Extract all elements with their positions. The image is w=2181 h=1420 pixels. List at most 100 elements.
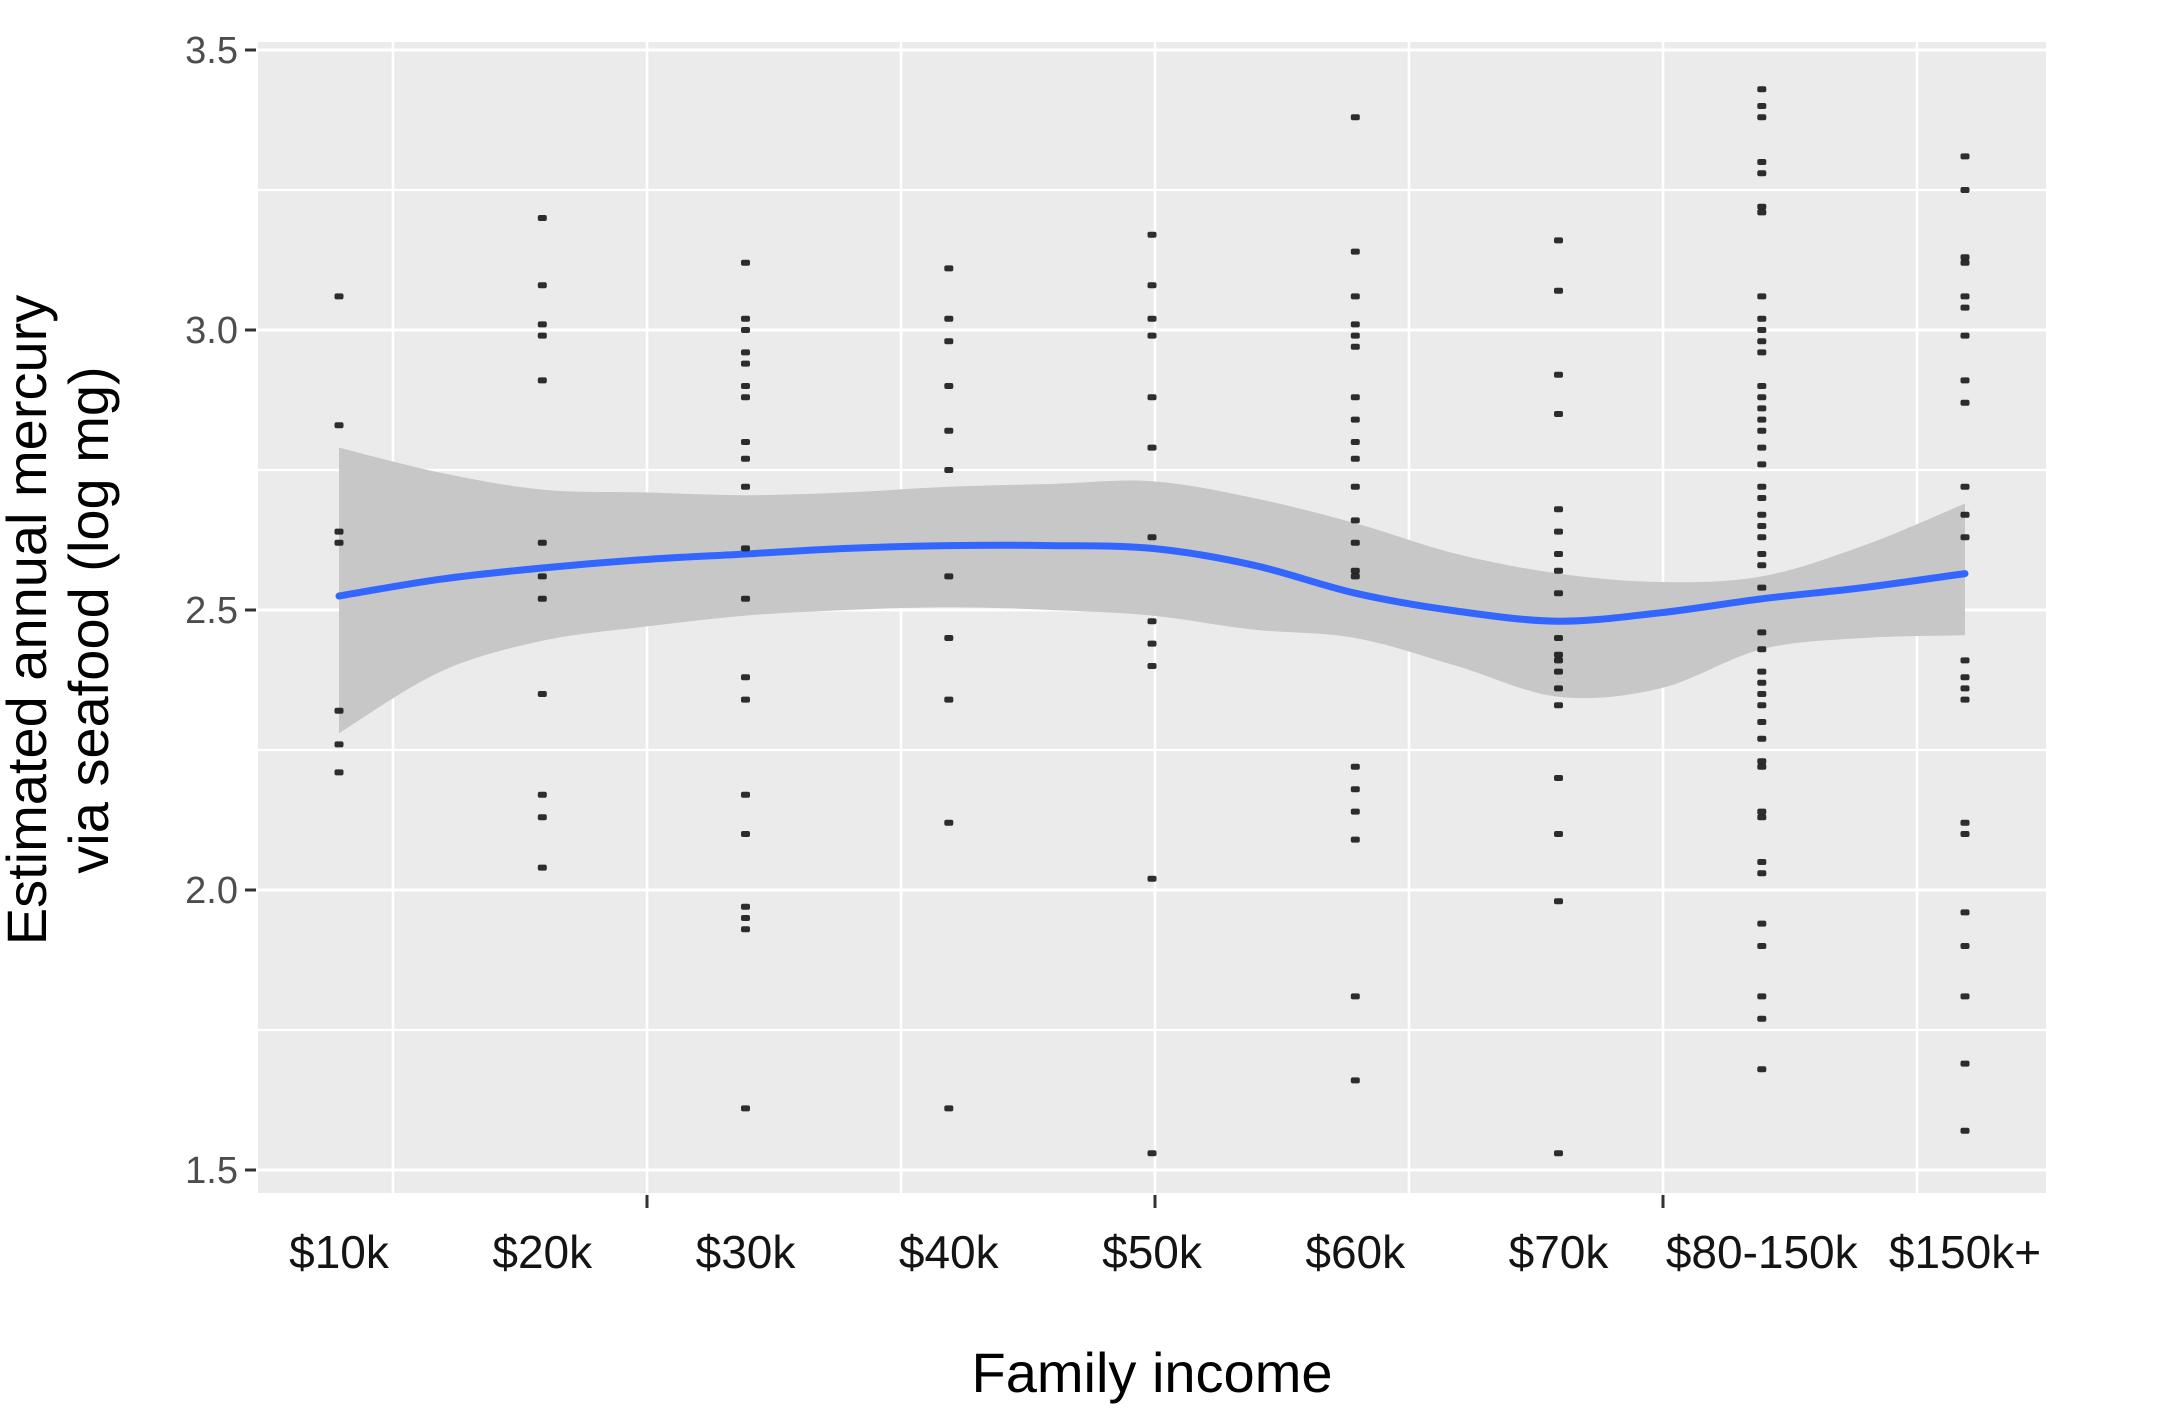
data-point: [1554, 702, 1563, 709]
data-point: [741, 903, 750, 910]
data-point: [1757, 691, 1767, 697]
data-point: [1960, 993, 1970, 1000]
data-point: [334, 528, 344, 535]
data-point: [1757, 114, 1767, 121]
x-axis-title: Family income: [972, 1341, 1333, 1404]
data-point: [1350, 763, 1360, 770]
data-point: [1757, 668, 1767, 675]
data-point: [1350, 248, 1360, 255]
data-point: [1350, 786, 1360, 793]
data-point: [741, 595, 750, 602]
data-point: [537, 691, 547, 697]
data-point: [1147, 534, 1157, 541]
x-tick-label: $150k+: [1889, 1226, 2041, 1278]
data-point: [1960, 534, 1970, 541]
data-point: [1554, 1150, 1563, 1157]
y-tick-label: 3.5: [185, 30, 238, 72]
data-point: [1554, 411, 1563, 417]
data-point: [1350, 394, 1360, 401]
data-point: [1554, 651, 1563, 658]
data-point: [1757, 562, 1767, 569]
data-point: [1757, 943, 1767, 949]
data-point: [1757, 719, 1767, 725]
data-point: [741, 791, 750, 798]
data-point: [1960, 377, 1970, 384]
data-point: [1350, 993, 1360, 1000]
data-point: [1350, 808, 1360, 815]
data-point: [1960, 909, 1970, 916]
data-point: [1960, 696, 1970, 703]
data-point: [1757, 735, 1767, 742]
data-point: [741, 926, 750, 933]
data-point: [1757, 534, 1767, 541]
data-point: [1757, 993, 1767, 1000]
data-point: [1757, 523, 1767, 529]
data-point: [334, 422, 344, 429]
data-point: [1554, 528, 1563, 535]
smooth-trend-line: [335, 541, 1969, 625]
data-point: [1147, 315, 1157, 322]
data-point: [537, 377, 547, 384]
data-point: [741, 915, 750, 921]
data-point: [1960, 1060, 1970, 1067]
data-point: [334, 707, 344, 714]
data-point: [1960, 254, 1970, 261]
data-point: [1960, 259, 1970, 266]
data-point: [1757, 203, 1767, 210]
data-point: [334, 293, 344, 300]
data-point: [1757, 1066, 1767, 1073]
data-point: [1960, 1127, 1970, 1134]
data-point: [1554, 668, 1563, 675]
data-point: [1350, 332, 1360, 339]
data-point: [1554, 775, 1563, 781]
data-point: [1554, 371, 1563, 378]
data-point: [944, 338, 954, 345]
data-point: [1757, 86, 1767, 93]
data-point: [741, 455, 750, 462]
data-point: [1554, 287, 1563, 294]
x-tick-label: $80-150k: [1666, 1226, 1859, 1278]
data-point: [1147, 394, 1157, 401]
data-point: [537, 539, 547, 546]
data-point: [1757, 159, 1767, 165]
data-point: [537, 321, 547, 328]
data-point: [1147, 1150, 1157, 1157]
data-point: [1757, 679, 1767, 686]
data-point: [1757, 646, 1767, 653]
data-point: [537, 791, 547, 798]
data-point: [944, 819, 954, 826]
data-point: [741, 383, 750, 389]
data-point: [1757, 758, 1767, 765]
data-point: [741, 674, 750, 681]
data-point: [944, 383, 954, 389]
data-point: [944, 1105, 954, 1112]
y-tick-label: 3.0: [185, 310, 238, 352]
data-point: [1554, 590, 1563, 597]
data-point: [1960, 674, 1970, 681]
data-point: [1757, 427, 1767, 434]
data-point: [537, 814, 547, 821]
data-point: [944, 696, 954, 703]
data-point: [741, 483, 750, 490]
data-point: [1757, 920, 1767, 927]
data-point: [1147, 444, 1157, 451]
data-point: [1960, 819, 1970, 826]
data-point: [537, 282, 547, 289]
y-axis-title-line2: via seafood (log mg): [57, 366, 120, 873]
data-point: [1350, 836, 1360, 843]
data-point: [1960, 399, 1970, 406]
data-point: [741, 696, 750, 703]
data-point: [1147, 663, 1157, 669]
data-point: [1350, 567, 1360, 574]
data-point: [1757, 293, 1767, 300]
data-point: [1757, 327, 1767, 333]
data-point: [1757, 763, 1767, 770]
data-point: [1554, 567, 1563, 574]
x-tick-label: $10k: [289, 1226, 390, 1278]
data-point: [1350, 114, 1360, 121]
data-point: [1757, 483, 1767, 490]
data-point: [334, 539, 344, 546]
data-point: [1960, 187, 1970, 193]
data-point: [1350, 455, 1360, 462]
